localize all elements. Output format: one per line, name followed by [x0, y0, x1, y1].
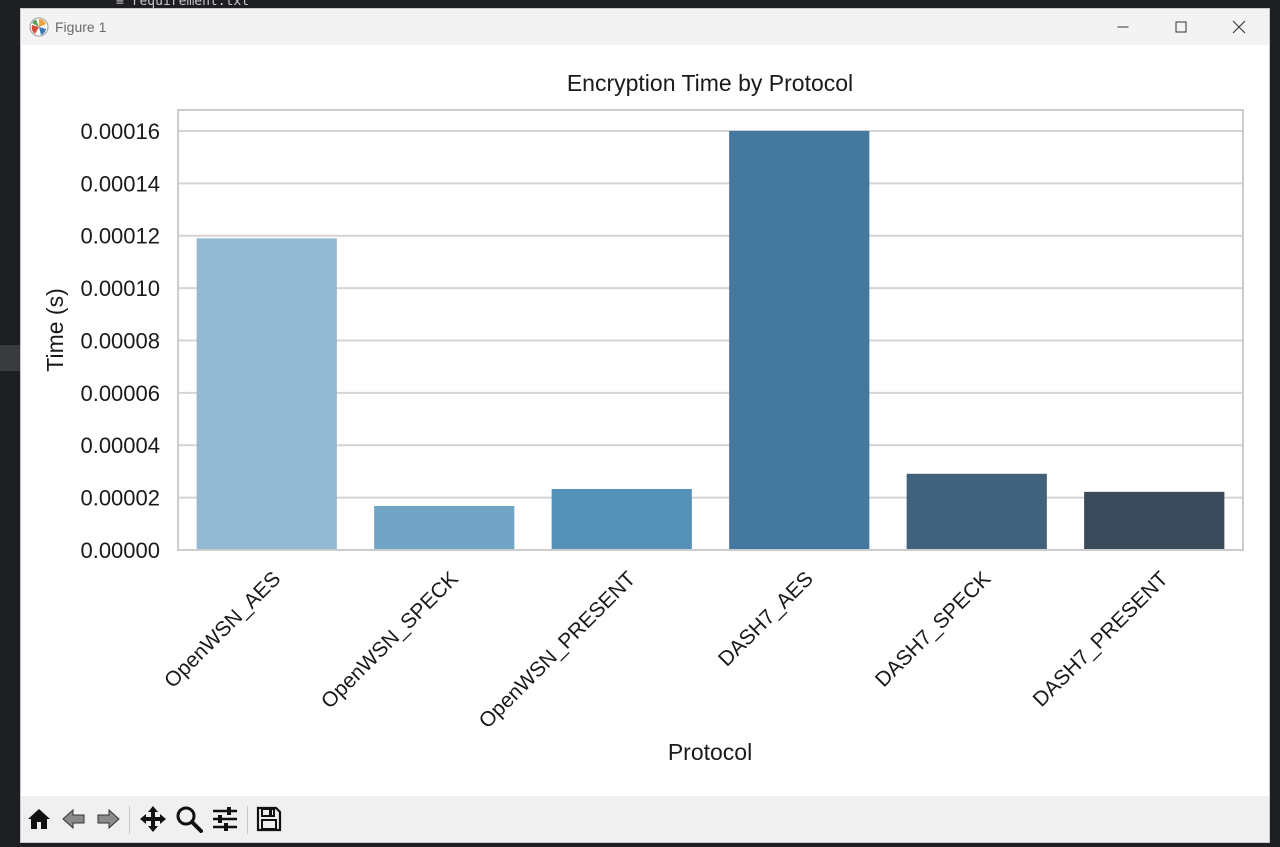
title-bar[interactable]: Figure 1 [21, 9, 1269, 45]
save-icon [256, 806, 282, 832]
x-axis-label: Protocol [668, 739, 752, 765]
y-axis-label: Time (s) [42, 288, 68, 371]
home-icon [28, 809, 50, 829]
bar-dash7-aes [729, 130, 870, 550]
figure-window: Figure 1 Encryption Time by Protocol 0.0… [20, 8, 1270, 843]
axes-frame [177, 109, 1244, 551]
y-tick-label: 0.00008 [80, 328, 160, 353]
x-tick-label: OpenWSN_SPECK [317, 567, 463, 713]
bar-chart: Encryption Time by Protocol 0.000000.000… [42, 70, 1244, 765]
y-tick-label: 0.00006 [80, 381, 160, 406]
background-side-marker [0, 345, 20, 371]
background-right-edge [1270, 0, 1280, 847]
close-icon [1232, 20, 1246, 34]
back-button[interactable] [59, 804, 89, 834]
configure-subplots-button[interactable] [210, 804, 240, 834]
bar-dash7-speck [906, 473, 1047, 550]
minimize-button[interactable] [1094, 9, 1152, 45]
y-tick-labels: 0.00000 0.00002 0.00004 0.00006 0.00008 0.000… [80, 119, 160, 563]
bar-openwsn-aes [196, 238, 337, 551]
toolbar-separator [129, 806, 130, 834]
x-tick-label: OpenWSN_AES [160, 567, 285, 692]
x-tick-label: DASH7_SPECK [871, 567, 995, 691]
configure-subplots-icon [213, 807, 237, 831]
window-title: Figure 1 [55, 19, 107, 35]
bar-dash7-present [1084, 491, 1225, 550]
y-tick-label: 0.00012 [80, 224, 160, 249]
pan-button[interactable] [138, 804, 168, 834]
y-tick-label: 0.00002 [80, 486, 160, 511]
maximize-button[interactable] [1152, 9, 1210, 45]
forward-icon [97, 808, 120, 830]
toolbar-separator [247, 806, 248, 834]
background-editor [0, 0, 1280, 10]
close-button[interactable] [1210, 9, 1268, 45]
y-tick-label: 0.00016 [80, 119, 160, 144]
maximize-icon [1175, 21, 1187, 33]
grid-lines [178, 129, 1243, 551]
pan-icon [140, 806, 166, 832]
x-tick-labels: OpenWSN_AES OpenWSN_SPECK OpenWSN_PRESENT D… [160, 567, 1173, 733]
save-button[interactable] [254, 804, 284, 834]
home-button[interactable] [24, 804, 54, 834]
x-tick-label: DASH7_AES [714, 567, 818, 671]
navigation-toolbar [21, 796, 1269, 842]
matplotlib-app-icon [29, 17, 49, 37]
forward-button[interactable] [93, 804, 123, 834]
bars [196, 130, 1225, 551]
plot-canvas[interactable]: Encryption Time by Protocol 0.00000 0.000… [21, 45, 1269, 796]
y-tick-label: 0.00014 [80, 171, 160, 196]
back-icon [62, 808, 85, 830]
zoom-button[interactable] [174, 804, 204, 834]
background-filename: ≡ requirement.txt [116, 0, 250, 9]
bar-openwsn-speck [374, 506, 515, 550]
minimize-icon [1117, 26, 1129, 28]
chart-title: Encryption Time by Protocol [567, 70, 853, 96]
y-tick-label: 0.00000 [80, 538, 160, 563]
y-tick-label: 0.00010 [80, 276, 160, 301]
x-tick-label: OpenWSN_PRESENT [475, 567, 641, 733]
y-tick-label: 0.00004 [80, 433, 160, 458]
bar-openwsn-present [551, 488, 692, 550]
zoom-icon [176, 806, 203, 833]
x-tick-label: DASH7_PRESENT [1029, 567, 1173, 711]
